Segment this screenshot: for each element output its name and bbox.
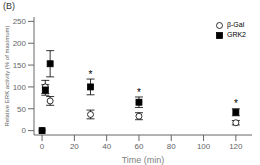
svg-text:*: * xyxy=(234,98,238,109)
svg-text:Time (min): Time (min) xyxy=(122,155,165,165)
svg-text:0: 0 xyxy=(40,142,45,151)
html-text:(B): (B) xyxy=(3,1,15,11)
svg-text:250: 250 xyxy=(13,17,27,26)
svg-text:50: 50 xyxy=(17,105,26,114)
svg-text:0: 0 xyxy=(22,126,27,135)
svg-text:*: * xyxy=(137,87,141,98)
svg-text:100: 100 xyxy=(197,142,211,151)
svg-text:80: 80 xyxy=(167,142,176,151)
svg-text:20: 20 xyxy=(70,142,79,151)
svg-text:60: 60 xyxy=(135,142,144,151)
svg-text:200: 200 xyxy=(13,39,27,48)
html-text:β-Gal: β-Gal xyxy=(226,21,245,28)
svg-text:Relative ERK activity (% of ma: Relative ERK activity (% of maximum) xyxy=(8,25,10,126)
svg-text:40: 40 xyxy=(102,142,111,151)
html-text:GRK2: GRK2 xyxy=(226,31,246,38)
svg-text:120: 120 xyxy=(229,142,243,151)
svg-text:150: 150 xyxy=(13,61,27,70)
svg-text:100: 100 xyxy=(13,83,27,92)
svg-text:*: * xyxy=(89,69,93,80)
